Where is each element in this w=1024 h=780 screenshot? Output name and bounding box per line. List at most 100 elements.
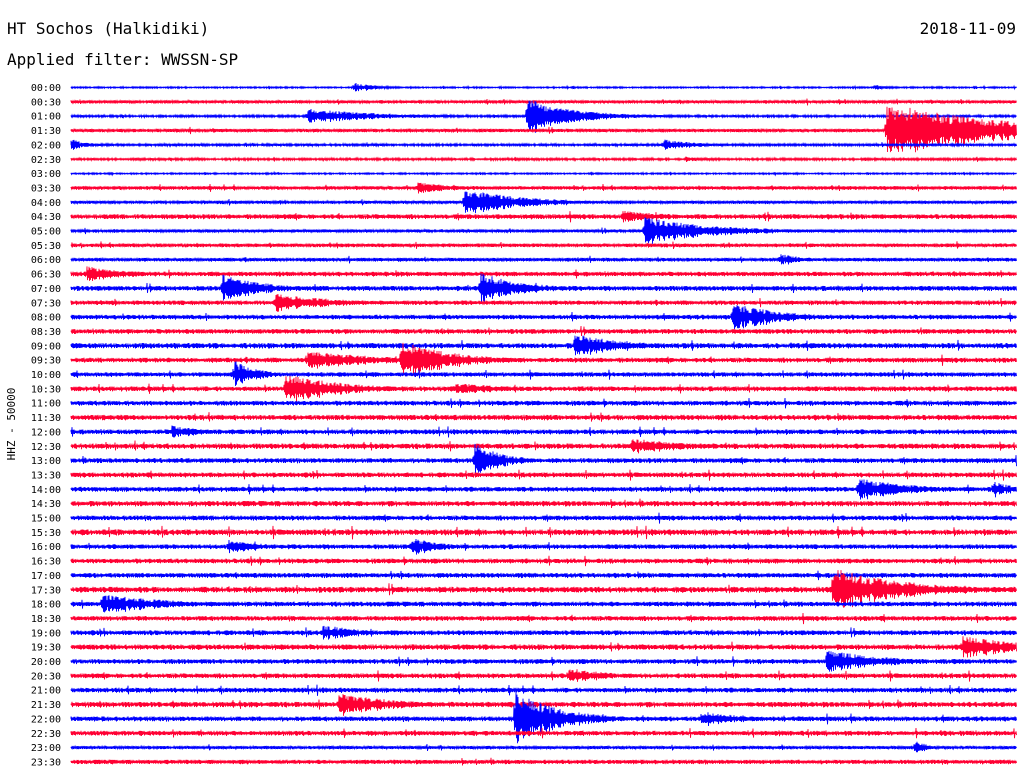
time-label: 00:00 [31, 83, 61, 94]
time-label: 06:30 [31, 270, 61, 281]
seismic-trace [70, 361, 1017, 387]
seismic-traces [70, 82, 1017, 766]
seismic-trace [70, 425, 1017, 438]
time-label: 02:30 [31, 155, 61, 166]
time-label: 12:00 [31, 427, 61, 438]
station-title: HT Sochos (Halkidiki) [7, 19, 210, 38]
seismic-trace [70, 191, 1017, 214]
time-label: 03:30 [31, 183, 61, 194]
time-label: 16:30 [31, 557, 61, 568]
time-label: 02:00 [31, 140, 61, 151]
time-label: 14:00 [31, 485, 61, 496]
time-label: 14:30 [31, 499, 61, 510]
time-label: 20:00 [31, 657, 61, 668]
seismic-trace [70, 595, 1017, 613]
time-label: 08:30 [31, 327, 61, 338]
seismic-trace [70, 570, 1017, 608]
seismic-trace [70, 335, 1017, 356]
time-label: 16:00 [31, 542, 61, 553]
time-label: 05:00 [31, 227, 61, 238]
seismic-trace [70, 669, 1017, 682]
seismic-trace [70, 727, 1017, 739]
time-label: 13:30 [31, 470, 61, 481]
time-label: 15:30 [31, 528, 61, 539]
seismic-trace [70, 139, 1017, 150]
seismic-trace [70, 294, 1017, 312]
time-label: 11:00 [31, 399, 61, 410]
y-axis-label: HHZ - 50000 [5, 388, 18, 461]
seismic-trace [70, 650, 1017, 672]
seismic-trace [70, 182, 1017, 194]
time-label: 21:00 [31, 686, 61, 697]
seismic-trace [70, 254, 1017, 265]
seismic-trace [70, 694, 1017, 716]
time-label: 11:30 [31, 413, 61, 424]
time-label: 09:00 [31, 341, 61, 352]
time-label: 01:30 [31, 126, 61, 137]
time-label: 17:30 [31, 585, 61, 596]
time-labels: 00:00 00:30 01:00 01:30 02:00 02:30 03:00 03:30… [31, 83, 61, 768]
seismic-trace [70, 100, 1017, 133]
time-label: 13:00 [31, 456, 61, 467]
seismic-trace [70, 156, 1017, 163]
seismic-trace [70, 98, 1017, 106]
time-label: 21:30 [31, 700, 61, 711]
seismic-trace [70, 106, 1017, 153]
seismic-trace [70, 612, 1017, 625]
seismic-trace [70, 757, 1017, 766]
seismic-trace [70, 412, 1017, 422]
seismic-trace [70, 210, 1017, 223]
seismic-trace [70, 525, 1017, 540]
time-label: 07:30 [31, 298, 61, 309]
time-label: 18:30 [31, 614, 61, 625]
time-label: 20:30 [31, 671, 61, 682]
seismic-trace [70, 241, 1017, 250]
seismic-trace [70, 570, 1017, 581]
time-label: 08:00 [31, 313, 61, 324]
time-label: 18:00 [31, 600, 61, 611]
time-label: 22:00 [31, 714, 61, 725]
seismic-trace [70, 684, 1017, 696]
time-label: 23:30 [31, 757, 61, 768]
time-label: 01:00 [31, 112, 61, 123]
time-label: 00:30 [31, 97, 61, 108]
seismic-trace [70, 397, 1017, 409]
seismic-trace [70, 479, 1017, 500]
time-label: 15:00 [31, 514, 61, 525]
seismic-trace [70, 325, 1017, 337]
time-label: 05:30 [31, 241, 61, 252]
time-label: 03:00 [31, 169, 61, 180]
seismic-trace [70, 273, 1017, 304]
seismic-trace [70, 376, 1017, 402]
seismic-trace [70, 625, 1017, 640]
filter-label: Applied filter: WWSSN-SP [7, 50, 239, 69]
time-label: 19:30 [31, 643, 61, 654]
seismic-trace [70, 170, 1017, 177]
time-label: 04:00 [31, 198, 61, 209]
time-label: 12:30 [31, 442, 61, 453]
seismic-trace [70, 691, 1017, 744]
seismic-trace [70, 512, 1017, 524]
seismic-trace [70, 217, 1017, 244]
seismic-trace [70, 469, 1017, 481]
seismic-trace [70, 342, 1017, 376]
time-label: 22:30 [31, 729, 61, 740]
seismic-trace [70, 498, 1017, 509]
seismic-trace [70, 538, 1017, 555]
time-label: 10:30 [31, 384, 61, 395]
seismic-trace [70, 305, 1017, 330]
time-label: 10:00 [31, 370, 61, 381]
seismic-trace [70, 443, 1017, 474]
time-label: 17:00 [31, 571, 61, 582]
time-label: 07:00 [31, 284, 61, 295]
seismic-trace [70, 82, 1017, 92]
seismic-trace [70, 636, 1017, 658]
seismic-trace [70, 266, 1017, 282]
time-label: 06:00 [31, 255, 61, 266]
time-label: 04:30 [31, 212, 61, 223]
seismic-trace [70, 741, 1017, 753]
seismic-trace [70, 439, 1017, 454]
time-label: 09:30 [31, 356, 61, 367]
seismic-trace [70, 555, 1017, 567]
